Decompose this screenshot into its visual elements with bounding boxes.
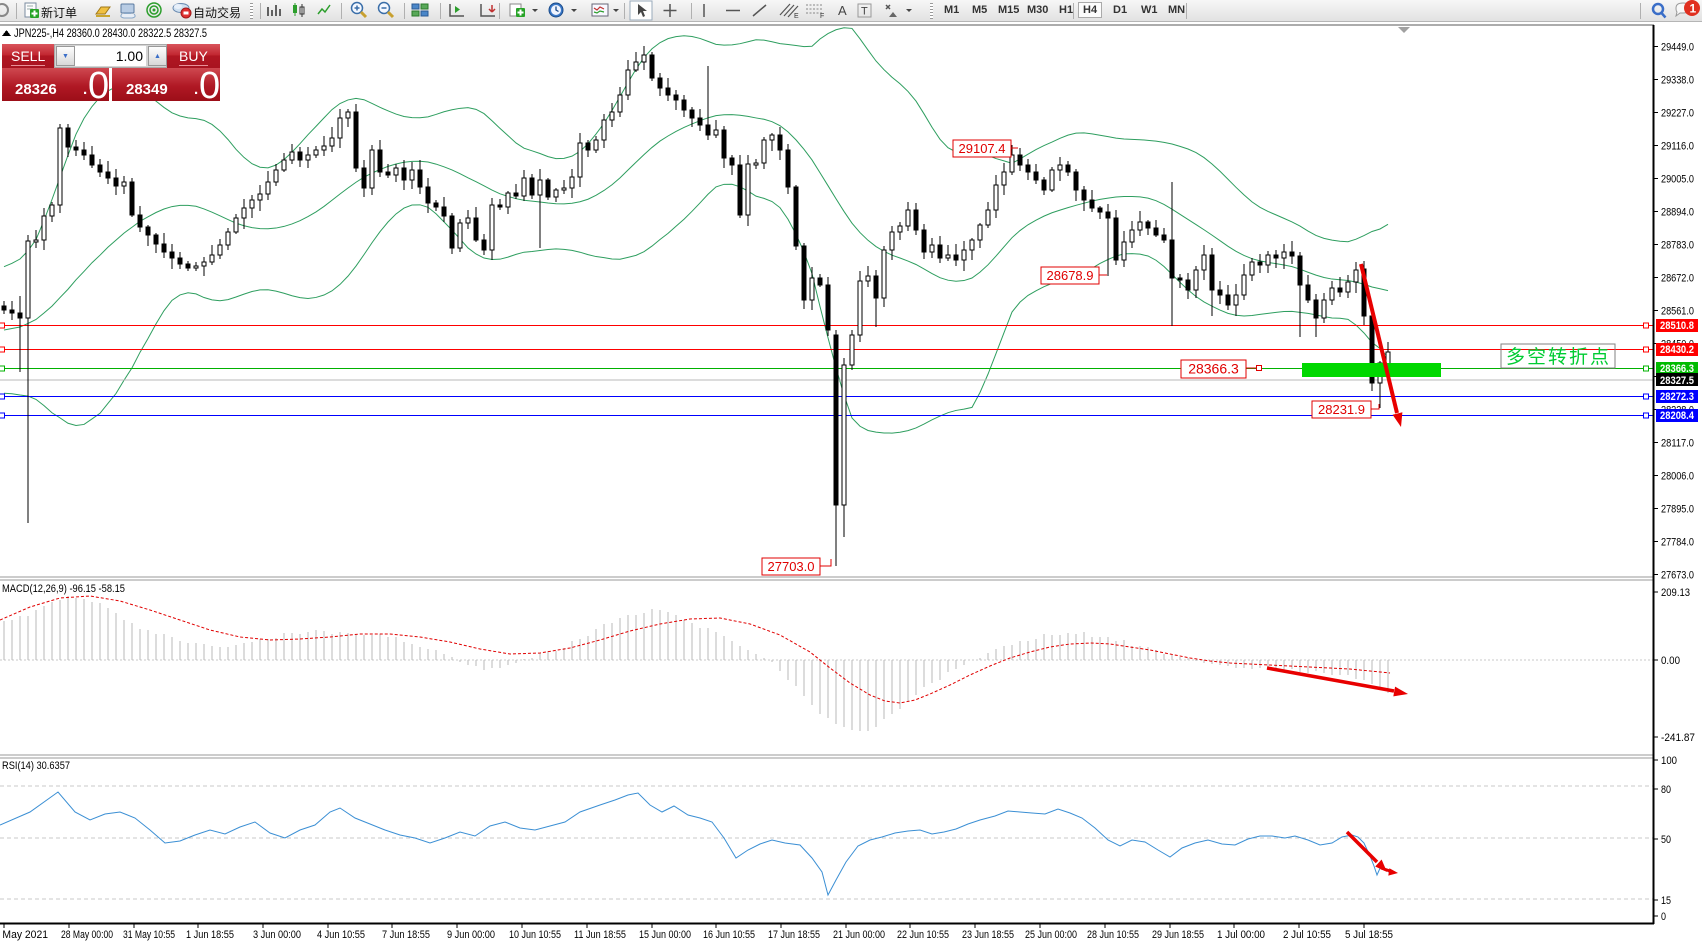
svg-text:28 May 00:00: 28 May 00:00 (61, 929, 113, 941)
svg-text:23 Jun 18:55: 23 Jun 18:55 (962, 929, 1014, 941)
svg-text:28510.8: 28510.8 (1660, 320, 1694, 332)
svg-text:15 Jun 00:00: 15 Jun 00:00 (639, 929, 691, 941)
svg-text:11 Jun 18:55: 11 Jun 18:55 (574, 929, 626, 941)
svg-text:27673.0: 27673.0 (1661, 570, 1694, 582)
svg-text:0.00: 0.00 (1661, 655, 1680, 667)
svg-text:27784.0: 27784.0 (1661, 537, 1694, 549)
svg-text:209.13: 209.13 (1661, 587, 1690, 599)
svg-text:29005.0: 29005.0 (1661, 174, 1694, 186)
svg-text:28 Jun 10:55: 28 Jun 10:55 (1087, 929, 1139, 941)
svg-text:T: T (861, 6, 868, 18)
svg-text:0: 0 (1661, 911, 1666, 923)
svg-text:10 Jun 10:55: 10 Jun 10:55 (509, 929, 561, 941)
svg-text:28231.9: 28231.9 (1318, 402, 1365, 417)
svg-text:29338.0: 29338.0 (1661, 75, 1694, 87)
svg-text:5 Jul 18:55: 5 Jul 18:55 (1345, 929, 1393, 941)
svg-text:E: E (794, 13, 799, 20)
svg-text:多空转折点: 多空转折点 (1506, 346, 1611, 368)
svg-text:29227.0: 29227.0 (1661, 108, 1694, 120)
svg-text:28006.0: 28006.0 (1661, 471, 1694, 483)
svg-text:16 Jun 10:55: 16 Jun 10:55 (703, 929, 755, 941)
svg-text:1: 1 (1690, 2, 1697, 16)
svg-text:4 Jun 10:55: 4 Jun 10:55 (317, 929, 365, 941)
svg-text:28430.2: 28430.2 (1660, 344, 1694, 356)
svg-text:22 Jun 10:55: 22 Jun 10:55 (897, 929, 949, 941)
svg-text:29107.4: 29107.4 (959, 141, 1006, 156)
svg-text:JPN225-,H4 28360.0 28430.0 28: JPN225-,H4 28360.0 28430.0 28322.5 28327… (14, 28, 207, 40)
svg-text:28561.0: 28561.0 (1661, 306, 1694, 318)
svg-text:29 Jun 18:55: 29 Jun 18:55 (1152, 929, 1204, 941)
svg-text:9 Jun 00:00: 9 Jun 00:00 (447, 929, 495, 941)
svg-text:28678.9: 28678.9 (1047, 268, 1094, 283)
svg-text:28117.0: 28117.0 (1661, 438, 1694, 450)
svg-text:1 Jul 00:00: 1 Jul 00:00 (1217, 929, 1265, 941)
svg-text:31 May 10:55: 31 May 10:55 (123, 929, 175, 941)
svg-text:28894.0: 28894.0 (1661, 207, 1694, 219)
svg-text:26 May 2021: 26 May 2021 (0, 929, 48, 941)
svg-text:28272.3: 28272.3 (1660, 391, 1694, 403)
svg-text:80: 80 (1661, 784, 1671, 796)
svg-text:28783.0: 28783.0 (1661, 240, 1694, 252)
svg-text:27703.0: 27703.0 (768, 559, 815, 574)
svg-text:28366.3: 28366.3 (1188, 361, 1239, 377)
svg-text:2 Jul 10:55: 2 Jul 10:55 (1283, 929, 1331, 941)
svg-text:A: A (838, 3, 847, 18)
svg-text:28208.4: 28208.4 (1660, 410, 1695, 422)
svg-text:28366.3: 28366.3 (1660, 363, 1694, 375)
svg-text:21 Jun 00:00: 21 Jun 00:00 (833, 929, 885, 941)
svg-text:7 Jun 18:55: 7 Jun 18:55 (382, 929, 430, 941)
svg-text:50: 50 (1661, 834, 1671, 846)
svg-text:29449.0: 29449.0 (1661, 42, 1694, 54)
svg-text:28327.5: 28327.5 (1660, 375, 1694, 387)
svg-text:15: 15 (1661, 895, 1671, 907)
svg-text:28672.0: 28672.0 (1661, 273, 1694, 285)
svg-text:25 Jun 00:00: 25 Jun 00:00 (1025, 929, 1077, 941)
svg-text:1 Jun 18:55: 1 Jun 18:55 (186, 929, 234, 941)
svg-text:MACD(12,26,9) -96.15 -58.15: MACD(12,26,9) -96.15 -58.15 (2, 583, 125, 595)
svg-text:-241.87: -241.87 (1661, 732, 1695, 744)
svg-text:29116.0: 29116.0 (1661, 141, 1694, 153)
svg-text:RSI(14) 30.6357: RSI(14) 30.6357 (2, 760, 70, 772)
svg-text:17 Jun 18:55: 17 Jun 18:55 (768, 929, 820, 941)
svg-text:F: F (820, 13, 824, 20)
svg-text:3 Jun 00:00: 3 Jun 00:00 (253, 929, 301, 941)
svg-text:100: 100 (1661, 755, 1677, 767)
svg-text:27895.0: 27895.0 (1661, 504, 1694, 516)
